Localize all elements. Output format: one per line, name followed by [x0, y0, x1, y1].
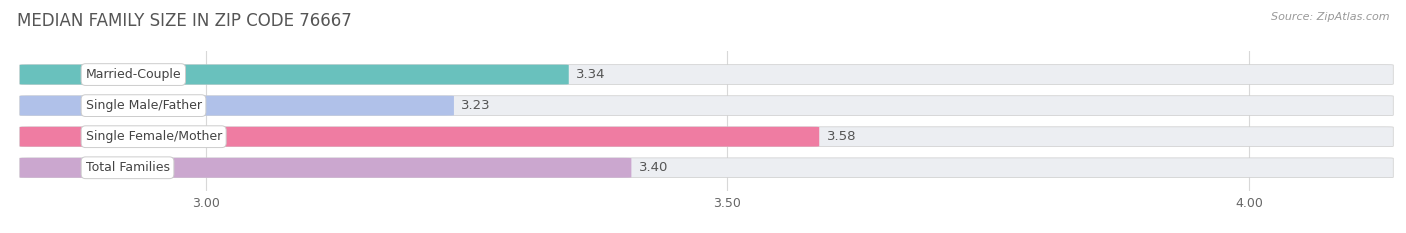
FancyBboxPatch shape: [20, 65, 569, 84]
Text: 3.34: 3.34: [576, 68, 606, 81]
Text: 3.58: 3.58: [827, 130, 856, 143]
Text: Single Female/Mother: Single Female/Mother: [86, 130, 222, 143]
FancyBboxPatch shape: [20, 96, 454, 116]
Text: 3.23: 3.23: [461, 99, 491, 112]
FancyBboxPatch shape: [20, 127, 1393, 147]
Text: MEDIAN FAMILY SIZE IN ZIP CODE 76667: MEDIAN FAMILY SIZE IN ZIP CODE 76667: [17, 12, 352, 30]
Text: Married-Couple: Married-Couple: [86, 68, 181, 81]
Text: Single Male/Father: Single Male/Father: [86, 99, 201, 112]
Text: Source: ZipAtlas.com: Source: ZipAtlas.com: [1271, 12, 1389, 22]
FancyBboxPatch shape: [20, 158, 631, 178]
FancyBboxPatch shape: [20, 96, 1393, 116]
FancyBboxPatch shape: [20, 65, 1393, 84]
FancyBboxPatch shape: [20, 158, 1393, 178]
Text: 3.40: 3.40: [638, 161, 668, 174]
FancyBboxPatch shape: [20, 127, 820, 147]
Text: Total Families: Total Families: [86, 161, 170, 174]
